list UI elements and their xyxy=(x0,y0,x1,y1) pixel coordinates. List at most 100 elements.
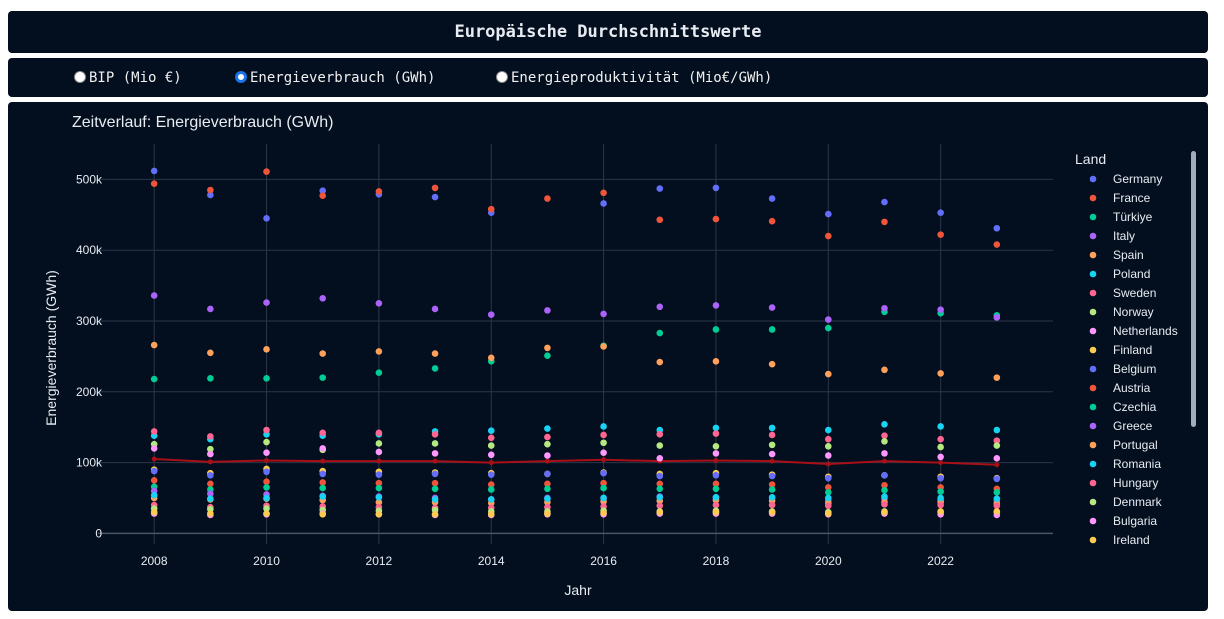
data-point[interactable] xyxy=(375,440,383,447)
data-point[interactable] xyxy=(319,510,327,518)
data-point[interactable] xyxy=(207,305,214,313)
data-point[interactable] xyxy=(544,433,551,441)
radio-label-energieverbrauch[interactable]: Energieverbrauch (GWh) xyxy=(250,69,436,86)
data-point[interactable] xyxy=(600,469,607,477)
average-point[interactable] xyxy=(151,456,157,462)
data-point[interactable] xyxy=(656,485,664,493)
data-point[interactable] xyxy=(937,453,944,461)
legend-item-label[interactable]: Romania xyxy=(1113,457,1161,471)
data-point[interactable] xyxy=(937,488,944,495)
data-point[interactable] xyxy=(319,192,327,199)
data-point[interactable] xyxy=(600,310,607,318)
data-point[interactable] xyxy=(263,505,270,512)
data-point[interactable] xyxy=(656,455,664,462)
legend-item-label[interactable]: Denmark xyxy=(1113,495,1163,509)
data-point[interactable] xyxy=(768,441,776,449)
data-point[interactable] xyxy=(431,470,439,478)
legend-marker[interactable] xyxy=(1089,422,1097,430)
data-point[interactable] xyxy=(768,508,776,516)
data-point[interactable] xyxy=(600,431,607,439)
average-point[interactable] xyxy=(938,460,944,466)
data-point[interactable] xyxy=(487,427,495,435)
data-point[interactable] xyxy=(263,215,270,222)
legend-marker[interactable] xyxy=(1089,289,1097,297)
data-point[interactable] xyxy=(600,423,607,430)
data-point[interactable] xyxy=(375,188,383,195)
data-point[interactable] xyxy=(712,184,720,192)
data-point[interactable] xyxy=(768,472,776,480)
data-point[interactable] xyxy=(431,450,439,457)
data-point[interactable] xyxy=(656,480,664,488)
data-point[interactable] xyxy=(656,442,664,449)
data-point[interactable] xyxy=(263,438,270,446)
data-point[interactable] xyxy=(207,510,214,517)
data-point[interactable] xyxy=(993,241,1001,248)
legend[interactable]: Land Germany France Türkiye Italy Spain Poland… xyxy=(1075,151,1178,547)
data-point[interactable] xyxy=(824,370,832,378)
data-point[interactable] xyxy=(431,184,439,192)
data-point[interactable] xyxy=(207,450,214,458)
data-point[interactable] xyxy=(881,472,888,479)
legend-marker[interactable] xyxy=(1089,270,1097,278)
data-point[interactable] xyxy=(656,303,664,311)
average-point[interactable] xyxy=(488,460,494,466)
data-point[interactable] xyxy=(824,489,832,496)
data-point[interactable] xyxy=(544,425,551,432)
data-point[interactable] xyxy=(600,200,607,207)
data-point[interactable] xyxy=(150,375,158,383)
legend-marker[interactable] xyxy=(1089,517,1097,525)
data-point[interactable] xyxy=(712,450,720,457)
data-point[interactable] xyxy=(824,474,832,482)
data-point[interactable] xyxy=(824,232,832,240)
data-point[interactable] xyxy=(375,448,383,456)
data-point[interactable] xyxy=(824,484,832,491)
data-point[interactable] xyxy=(881,198,888,206)
radio-bip[interactable]: BIP (Mio €) xyxy=(74,58,182,97)
data-point[interactable] xyxy=(768,493,776,501)
data-point[interactable] xyxy=(768,195,776,202)
data-point[interactable] xyxy=(319,493,327,500)
legend-item-label[interactable]: Sweden xyxy=(1113,286,1156,300)
data-point[interactable] xyxy=(824,435,832,443)
legend-item-label[interactable]: Norway xyxy=(1113,305,1154,319)
data-point[interactable] xyxy=(207,480,214,488)
data-point[interactable] xyxy=(207,490,214,498)
data-point[interactable] xyxy=(768,486,776,493)
data-point[interactable] xyxy=(993,508,1001,515)
data-point[interactable] xyxy=(937,231,944,238)
data-point[interactable] xyxy=(656,329,664,337)
data-point[interactable] xyxy=(487,311,495,318)
data-point[interactable] xyxy=(487,486,495,493)
legend-marker[interactable] xyxy=(1089,346,1097,354)
data-point[interactable] xyxy=(937,209,944,216)
data-point[interactable] xyxy=(544,307,551,314)
data-point[interactable] xyxy=(993,224,1001,232)
data-point[interactable] xyxy=(824,324,832,332)
data-point[interactable] xyxy=(712,358,720,365)
legend-item-label[interactable]: Czechia xyxy=(1113,400,1157,414)
data-point[interactable] xyxy=(319,479,327,486)
data-point[interactable] xyxy=(881,450,888,457)
data-point[interactable] xyxy=(656,430,664,438)
average-point[interactable] xyxy=(825,461,831,467)
data-point[interactable] xyxy=(544,452,551,459)
data-point[interactable] xyxy=(881,432,888,439)
data-point[interactable] xyxy=(319,350,327,357)
data-point[interactable] xyxy=(150,292,158,299)
data-point[interactable] xyxy=(544,510,551,517)
data-point[interactable] xyxy=(150,341,158,349)
data-point[interactable] xyxy=(207,495,214,502)
data-point[interactable] xyxy=(993,502,1001,510)
data-point[interactable] xyxy=(937,435,944,443)
average-point[interactable] xyxy=(544,458,550,464)
data-point[interactable] xyxy=(600,439,607,447)
data-point[interactable] xyxy=(937,423,944,430)
data-point[interactable] xyxy=(375,479,383,487)
data-point[interactable] xyxy=(937,474,944,482)
data-point[interactable] xyxy=(993,437,1001,444)
radio-label-bip[interactable]: BIP (Mio €) xyxy=(89,69,182,86)
data-point[interactable] xyxy=(263,468,270,476)
data-point[interactable] xyxy=(600,449,607,456)
data-point[interactable] xyxy=(768,501,776,509)
data-point[interactable] xyxy=(881,421,888,428)
